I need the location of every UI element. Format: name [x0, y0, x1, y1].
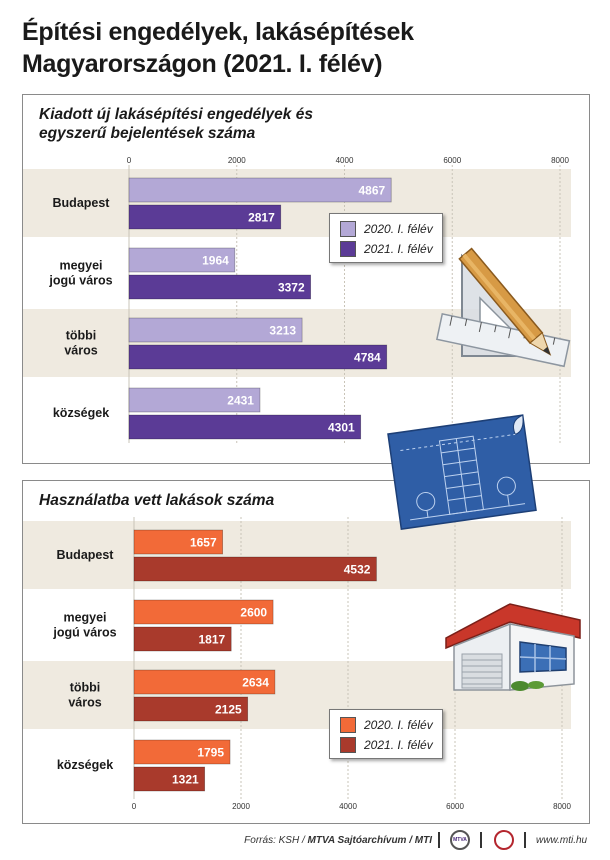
mtva-logo-icon: MTVA: [450, 830, 470, 850]
footer-divider: [438, 832, 440, 848]
tick-label: 2000: [232, 802, 250, 811]
bar: [133, 556, 377, 582]
bar-value-label: 1657: [190, 536, 217, 550]
legend-swatch-2021: [340, 241, 356, 257]
tick-label: 6000: [443, 156, 461, 165]
bar: [128, 414, 362, 440]
category-label: város: [64, 344, 97, 358]
legend-swatch-2020: [340, 221, 356, 237]
category-label: megyei: [63, 611, 106, 625]
category-label: város: [68, 696, 101, 710]
bar-value-label: 4532: [344, 563, 371, 577]
bar-value-label: 2634: [242, 676, 269, 690]
bar-value-label: 4301: [328, 421, 355, 435]
bar-value-label: 1964: [202, 254, 229, 268]
bar-value-label: 2431: [227, 394, 254, 408]
bar: [133, 739, 231, 765]
legend-item-2020: 2020. I. félév: [340, 717, 433, 733]
bar: [128, 204, 282, 230]
bar: [133, 599, 274, 625]
category-label: többi: [70, 681, 101, 695]
bar-value-label: 2125: [215, 703, 242, 717]
house-icon: [445, 603, 581, 691]
bar: [128, 317, 303, 343]
bar: [133, 626, 232, 652]
chart-completed: 0 2000 4000 6000 8000 Budapest 1657 4532 megyeij…: [23, 517, 571, 811]
bar-value-label: 1321: [172, 773, 199, 787]
bar-value-label: 4784: [354, 351, 381, 365]
bar: [128, 344, 388, 370]
bar-value-label: 3213: [269, 324, 296, 338]
category-label: Budapest: [53, 196, 111, 210]
bar-value-label: 3372: [278, 281, 305, 295]
tick-label: 0: [127, 156, 132, 165]
legend-completed: 2020. I. félév 2021. I. félév: [329, 709, 443, 759]
tick-label: 6000: [446, 802, 464, 811]
category-label: községek: [53, 406, 109, 420]
tick-label: 8000: [551, 156, 569, 165]
category-label: megyei: [59, 259, 102, 273]
chart-title-permits: Kiadott új lakásépítési engedélyek és eg…: [39, 106, 313, 142]
category-label: többi: [66, 329, 97, 343]
bar: [128, 387, 261, 413]
chart-title-completed: Használatba vett lakások száma: [39, 492, 275, 509]
bar-value-label: 1817: [199, 633, 226, 647]
legend-label-2021: 2021. I. félév: [364, 738, 433, 752]
mti-logo-icon: [494, 830, 514, 850]
footer-divider: [524, 832, 526, 848]
source-agency: MTVA Sajtóarchívum / MTI: [307, 835, 432, 846]
tick-label: 4000: [339, 802, 357, 811]
bar: [133, 669, 276, 695]
bar-value-label: 4867: [359, 184, 386, 198]
source-credit: Forrás: KSH / MTVA Sajtóarchívum / MTI: [244, 835, 432, 846]
category-label: jogú város: [48, 274, 112, 288]
bar: [133, 766, 206, 792]
legend-item-2021: 2021. I. félév: [340, 737, 433, 753]
bar: [128, 247, 236, 273]
bar-value-label: 2600: [240, 606, 267, 620]
category-label: községek: [57, 758, 113, 772]
legend-swatch-2021: [340, 737, 356, 753]
legend-label-2021: 2021. I. félév: [364, 242, 433, 256]
bar: [133, 529, 223, 555]
website-link[interactable]: www.mti.hu: [536, 835, 588, 846]
category-label: jogú város: [52, 626, 116, 640]
tick-label: 0: [132, 802, 137, 811]
legend-swatch-2020: [340, 717, 356, 733]
bar: [133, 696, 249, 722]
bar: [128, 274, 312, 300]
footer: Forrás: KSH / MTVA Sajtóarchívum / MTI M…: [0, 830, 610, 852]
bar: [128, 177, 392, 203]
legend-label-2020: 2020. I. félév: [364, 718, 433, 732]
pencil-ruler-icon: [435, 247, 571, 368]
tick-label: 4000: [336, 156, 354, 165]
footer-divider: [480, 832, 482, 848]
blueprint-icon: [387, 414, 537, 530]
legend-item-2021: 2021. I. félév: [340, 241, 433, 257]
mtva-logo-text: MTVA: [453, 837, 467, 843]
source-prefix: Forrás: KSH /: [244, 835, 305, 846]
legend-item-2020: 2020. I. félév: [340, 221, 433, 237]
page-title: Építési engedélyek, lakásépítések Magyar…: [22, 18, 414, 78]
bar-value-label: 1795: [197, 746, 224, 760]
category-label: Budapest: [57, 548, 115, 562]
legend-label-2020: 2020. I. félév: [364, 222, 433, 236]
tick-label: 2000: [228, 156, 246, 165]
bar-value-label: 2817: [248, 211, 275, 225]
legend-permits: 2020. I. félév 2021. I. félév: [329, 213, 443, 263]
tick-label: 8000: [553, 802, 571, 811]
